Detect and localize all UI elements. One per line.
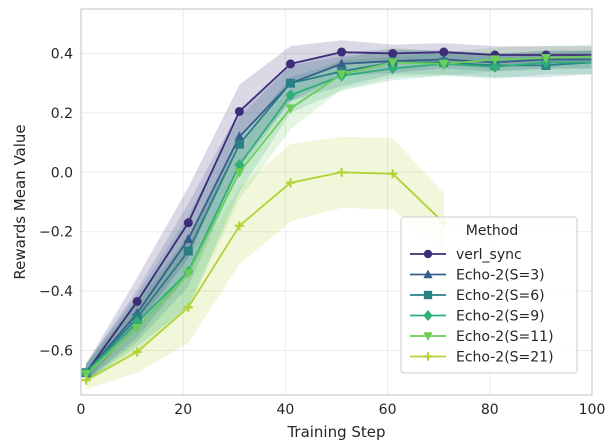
series-markers (81, 47, 551, 385)
legend-item: Echo-2(S=21) (410, 350, 554, 366)
triangle-down-marker (387, 58, 398, 68)
plus-marker (286, 178, 296, 188)
circle-marker (423, 249, 433, 259)
diamond-marker (423, 310, 433, 321)
triangle-down-marker (132, 324, 143, 334)
plus-marker (423, 352, 433, 361)
legend-item: Echo-2(S=6) (410, 288, 545, 304)
plus-marker (132, 347, 142, 357)
plus-marker (388, 169, 398, 179)
y-tick-label: 0.0 (51, 165, 73, 181)
legend: Method verl_sync Echo-2(S=3) Echo-2(S=6) Ec… (400, 216, 578, 374)
x-tick-label: 0 (77, 402, 86, 418)
triangle-down-marker (438, 59, 449, 70)
square-marker (234, 139, 244, 149)
square-marker (423, 290, 433, 300)
circle-marker (388, 49, 398, 59)
x-tick-label: 60 (379, 402, 397, 418)
diamond-marker (234, 159, 245, 171)
legend-label: Echo-2(S=6) (456, 288, 545, 304)
legend-item: Echo-2(S=11) (410, 329, 554, 345)
legend-label: Echo-2(S=11) (456, 329, 554, 345)
plus-marker (183, 302, 193, 312)
square-marker (183, 246, 193, 256)
diamond-marker (489, 61, 500, 73)
triangle-marker (423, 269, 433, 279)
x-tick-label: 40 (276, 402, 294, 418)
circle-marker (439, 47, 449, 57)
confidence-band (86, 49, 592, 382)
triangle-down-marker (234, 168, 245, 178)
triangle-down-marker (285, 104, 296, 114)
triangle-down-marker (423, 332, 433, 342)
triangle-down-marker (183, 269, 194, 279)
diamond-marker (387, 62, 398, 75)
circle-marker (183, 218, 193, 228)
legend-items: verl_sync Echo-2(S=3) Echo-2(S=6) Echo-2(S=… (410, 247, 554, 366)
circle-marker (132, 296, 142, 306)
plus-marker (337, 167, 347, 177)
triangle-marker (183, 233, 194, 244)
y-tick-label: −0.4 (39, 284, 73, 300)
tick-labels: 0 20 40 60 80 100 −0.6 −0.4 −0.2 0.0 0.2 0.4 (39, 47, 605, 418)
legend-title: Method (466, 223, 519, 239)
triangle-marker (336, 58, 347, 68)
diamond-marker (285, 89, 296, 101)
legend-item: verl_sync (410, 247, 522, 263)
triangle-down-marker (81, 370, 92, 380)
confidence-band (86, 136, 444, 390)
square-marker (286, 78, 296, 88)
y-tick-label: −0.6 (39, 343, 73, 359)
x-axis-label: Training Step (286, 423, 385, 441)
plus-marker (81, 375, 91, 385)
x-tick-label: 20 (174, 402, 192, 418)
triangle-down-marker (541, 53, 551, 64)
circle-marker (286, 59, 296, 69)
y-tick-label: 0.2 (51, 106, 73, 122)
legend-box (400, 216, 578, 374)
legend-item: Echo-2(S=9) (410, 309, 545, 325)
legend-label: Echo-2(S=21) (456, 350, 554, 366)
grid (80, 9, 593, 395)
legend-label: Echo-2(S=3) (456, 268, 545, 284)
y-tick-label: −0.2 (39, 225, 73, 241)
plus-marker (234, 221, 244, 231)
y-tick-label: 0.4 (51, 47, 73, 63)
x-tick-label: 80 (481, 402, 499, 418)
legend-label: verl_sync (456, 247, 522, 263)
series-line (85, 171, 445, 381)
x-tick-label: 100 (579, 402, 606, 418)
plot-frame (80, 8, 593, 396)
y-axis-label: Rewards Mean Value (11, 124, 29, 279)
confidence-band (86, 40, 592, 382)
circle-marker (234, 106, 244, 116)
triangle-down-marker (489, 55, 500, 65)
triangle-down-marker (336, 70, 347, 80)
legend-item: Echo-2(S=3) (410, 268, 545, 284)
triangle-marker (234, 131, 245, 141)
legend-label: Echo-2(S=9) (456, 309, 545, 325)
circle-marker (337, 47, 347, 57)
